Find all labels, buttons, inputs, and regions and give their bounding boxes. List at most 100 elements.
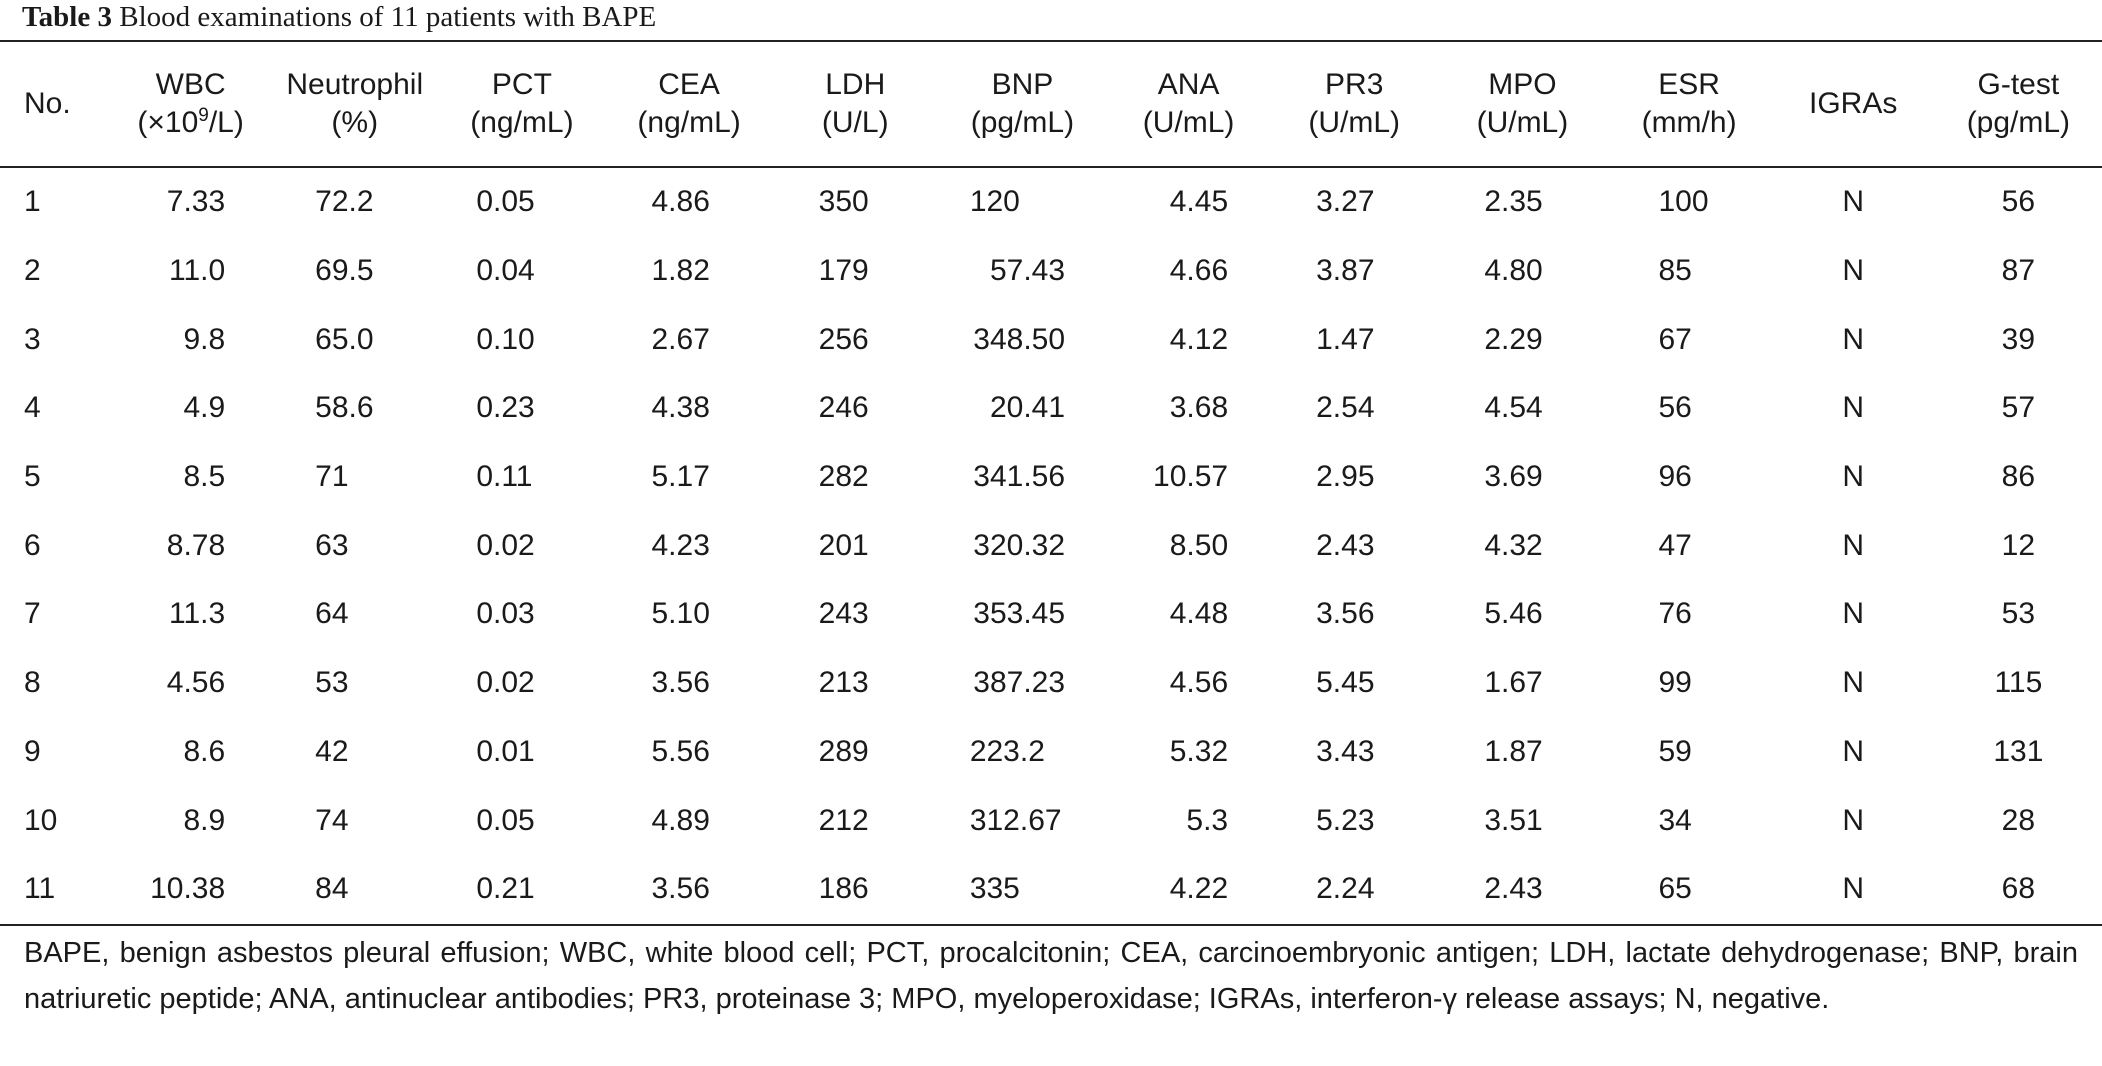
table-cell: 4	[24, 391, 41, 425]
table-footnote: BAPE, benign asbestos pleural effusion; …	[24, 937, 2078, 1015]
table-cell: 4.32	[1484, 528, 1543, 562]
table-cell: 74	[315, 803, 349, 837]
table-cell: 53	[315, 666, 349, 700]
table-cell: 56	[2001, 185, 2036, 219]
table-cell: 5.32	[1169, 734, 1229, 768]
table-cell: 223.2	[969, 734, 1045, 768]
table-cell: 71	[315, 460, 349, 494]
table-cell: 10	[24, 803, 58, 837]
table-cell: 5.3	[1186, 803, 1229, 837]
table-cell: 65	[1658, 872, 1692, 906]
table-cell: 2.67	[651, 322, 710, 356]
table-row: 1 7.33 72.2 0.05 4.86 350 120 4.45 3.27 2.35 100 N 5…	[0, 167, 2102, 237]
col-header-no: No.	[0, 42, 111, 168]
table-cell: 5.17	[651, 460, 710, 494]
table-cell: 0.05	[476, 185, 535, 219]
table-cell: 4.80	[1484, 254, 1543, 288]
table-cell: N	[1842, 322, 1865, 356]
col-header-mpo: MPO (U/mL)	[1438, 42, 1607, 168]
table-cell: 0.02	[476, 666, 535, 700]
table-cell: 57	[2001, 391, 2036, 425]
blood-exam-table: No. WBC (×109/L) Neutrophil (%) PCT (ng/mL…	[0, 42, 2102, 924]
table-cell: 0.01	[476, 734, 535, 768]
table-cell: 0.05	[476, 803, 535, 837]
table-cell: N	[1842, 185, 1865, 219]
table-cell: N	[1842, 460, 1865, 494]
table-cell: 353.45	[973, 597, 1066, 631]
table-cell: 0.02	[476, 528, 535, 562]
table-cell: 11.0	[168, 254, 226, 288]
table-cell: 282	[818, 460, 869, 494]
table-cell: 4.12	[1169, 322, 1229, 356]
table-cell: 5.23	[1316, 803, 1375, 837]
col-header-neutrophil: Neutrophil (%)	[271, 42, 439, 168]
table-cell: 65.0	[315, 322, 374, 356]
table-cell: N	[1842, 666, 1865, 700]
table-cell: 8	[24, 666, 41, 700]
table-cell: 0.10	[476, 322, 535, 356]
table-cell: 387.23	[973, 666, 1066, 700]
table-cell: N	[1842, 734, 1865, 768]
table-cell: 76	[1658, 597, 1692, 631]
table-header-row: No. WBC (×109/L) Neutrophil (%) PCT (ng/mL…	[0, 42, 2102, 168]
col-header-esr: ESR (mm/h)	[1606, 42, 1772, 168]
table-cell: N	[1842, 803, 1865, 837]
table-cell: 3	[24, 322, 41, 356]
table-cell: 64	[315, 597, 349, 631]
table-cell: 312.67	[969, 803, 1062, 837]
bottom-rule	[0, 924, 2102, 926]
col-header-igras: IGRAs	[1771, 42, 1935, 168]
table-cell: 131	[1993, 734, 2044, 768]
table-cell: 350	[818, 185, 869, 219]
table-cell: 5	[24, 460, 41, 494]
table-cell: 3.27	[1316, 185, 1375, 219]
col-header-pct: PCT (ng/mL)	[438, 42, 606, 168]
table-cell: 348.50	[973, 322, 1066, 356]
table-cell: 85	[1658, 254, 1692, 288]
table-cell: 0.21	[476, 872, 535, 906]
table-cell: 4.48	[1169, 597, 1229, 631]
table-cell: 289	[818, 734, 869, 768]
table-cell: 213	[818, 666, 869, 700]
table-cell: 86	[2001, 460, 2036, 494]
table-row: 8 4.56 53 0.02 3.56 213 387.23 4.56 5.45 1.67 99 N 1…	[0, 649, 2102, 718]
table-cell: 2.95	[1316, 460, 1375, 494]
table-caption-text: Blood examinations of 11 patients with B…	[119, 1, 657, 33]
table-row: 6 8.78 63 0.02 4.23 201 320.32 8.50 2.43 4.32 47 N 1…	[0, 511, 2102, 580]
table-row: 9 8.6 42 0.01 5.56 289 223.2 5.32 3.43 1.87 59 N 131	[0, 718, 2102, 787]
table-cell: 6	[24, 528, 41, 562]
table-cell: 20.41	[989, 391, 1066, 425]
table-cell: 335	[969, 872, 1020, 906]
table-cell: 12	[2001, 528, 2036, 562]
table-cell: 2	[24, 254, 41, 288]
table-cell: 2.24	[1316, 872, 1375, 906]
table-cell: 2.29	[1484, 322, 1543, 356]
table-cell: 179	[818, 254, 869, 288]
top-rule	[0, 40, 2102, 42]
table-cell: 246	[818, 391, 869, 425]
table-cell: 4.66	[1169, 254, 1229, 288]
table-cell: 10.57	[1153, 460, 1229, 494]
table-cell: 3.43	[1316, 734, 1375, 768]
table-cell: 115	[1994, 666, 2043, 700]
table-cell: 8.5	[183, 460, 226, 494]
table-cell: 0.04	[476, 254, 535, 288]
table-cell: N	[1842, 528, 1865, 562]
table-cell: 9.8	[183, 322, 226, 356]
table-row: 11 10.38 84 0.21 3.56 186 335 4.22 2.24 2.43 65 N 68	[0, 855, 2102, 924]
table-cell: 11.3	[168, 597, 226, 631]
table-cell: 3.87	[1316, 254, 1375, 288]
table-cell: 5.56	[651, 734, 710, 768]
table-cell: 4.45	[1169, 185, 1229, 219]
table-cell: 256	[818, 322, 869, 356]
table-cell: 28	[2001, 803, 2036, 837]
table-cell: 63	[315, 528, 349, 562]
table-cell: 4.38	[651, 391, 710, 425]
table-cell: 58.6	[315, 391, 374, 425]
table-cell: 5.45	[1316, 666, 1375, 700]
table-row: 7 11.3 64 0.03 5.10 243 353.45 4.48 3.56 5.46 76 N 5…	[0, 580, 2102, 649]
table-cell: 320.32	[973, 528, 1066, 562]
col-header-cea: CEA (ng/mL)	[605, 42, 773, 168]
table-cell: 0.03	[476, 597, 535, 631]
table-cell: 42	[315, 734, 349, 768]
